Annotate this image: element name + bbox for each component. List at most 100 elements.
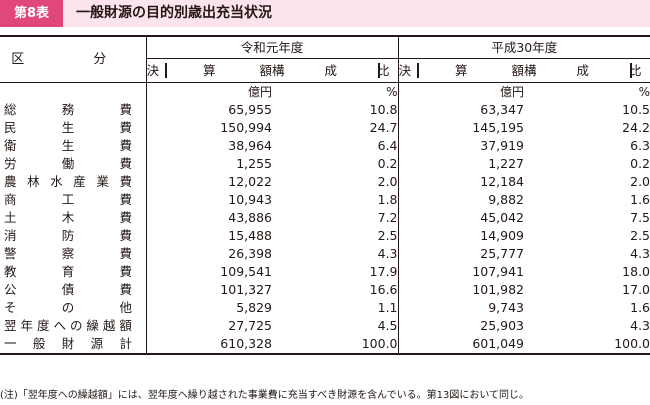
ratio-current-cell: 4.5 bbox=[272, 317, 399, 335]
row-label: 衛生費 bbox=[0, 137, 147, 155]
amount-current-cell: 43,886 bbox=[228, 210, 272, 225]
ratio-previous-cell: 1.6 bbox=[630, 300, 650, 315]
row-label: 警察費 bbox=[0, 245, 147, 263]
amount-current-cell: 26,398 bbox=[228, 246, 272, 261]
ratio-current-cell: 2.5 bbox=[272, 227, 399, 245]
ratio-current-cell: 24.7 bbox=[272, 119, 399, 137]
amount-current-cell: 101,327 bbox=[220, 282, 272, 297]
table-row: 一般財源計 610,328 100.0 601,049 100.0 bbox=[0, 335, 650, 355]
row-label: 土木費 bbox=[0, 209, 147, 227]
table-note: (注)「翌年度への繰越額」には、翌年度へ繰り越された事業費に充当すべき財源を含ん… bbox=[0, 390, 530, 401]
row-label: 総務費 bbox=[0, 101, 147, 119]
unit-amount-current: 億円 bbox=[146, 82, 272, 101]
ratio-current-cell: 17.9 bbox=[272, 263, 399, 281]
expenditure-table: 区 分 令和元年度 平成30年度 決 算 額 構 成 比 決 算 額 構 成 比… bbox=[0, 35, 650, 355]
amount-previous-cell: 25,903 bbox=[480, 318, 525, 333]
ratio-current-cell: 1.1 bbox=[272, 299, 399, 317]
amount-previous-cell: 45,042 bbox=[480, 210, 525, 225]
unit-ratio-previous: % bbox=[524, 82, 650, 101]
amount-header-current: 決 算 額 bbox=[146, 58, 272, 83]
amount-previous-cell: 9,882 bbox=[488, 192, 525, 207]
units-row: 億円 % 億円 % bbox=[0, 82, 650, 101]
amount-current-cell: 15,488 bbox=[228, 228, 272, 243]
row-label: 労働費 bbox=[0, 155, 147, 173]
row-label: 農林水産業費 bbox=[0, 173, 147, 191]
ratio-current-cell: 4.3 bbox=[272, 245, 399, 263]
table-row: 公債費 101,327 16.6 101,982 17.0 bbox=[0, 281, 650, 299]
row-label: 教育費 bbox=[0, 263, 147, 281]
ratio-header-previous: 構 成 比 bbox=[524, 58, 650, 83]
amount-previous-cell: 9,743 bbox=[488, 300, 525, 315]
unit-ratio-current: % bbox=[272, 82, 399, 101]
row-label: 民生費 bbox=[0, 119, 147, 137]
amount-previous-cell: 37,919 bbox=[480, 138, 525, 153]
ratio-previous-cell: 2.5 bbox=[630, 228, 650, 243]
amount-previous-cell: 25,777 bbox=[480, 246, 525, 261]
table-row: 警察費 26,398 4.3 25,777 4.3 bbox=[0, 245, 650, 263]
table-row: 教育費 109,541 17.9 107,941 18.0 bbox=[0, 263, 650, 281]
row-label: 翌年度への繰越額 bbox=[0, 317, 147, 335]
amount-current-cell: 27,725 bbox=[228, 318, 272, 333]
period-previous-header: 平成30年度 bbox=[398, 35, 650, 59]
ratio-previous-cell: 7.5 bbox=[630, 210, 650, 225]
amount-current-cell: 5,829 bbox=[236, 300, 272, 315]
amount-header-previous: 決 算 額 bbox=[398, 58, 525, 83]
table-row: 土木費 43,886 7.2 45,042 7.5 bbox=[0, 209, 650, 227]
amount-previous-cell: 1,227 bbox=[488, 156, 525, 171]
row-label: その他 bbox=[0, 299, 147, 317]
ratio-previous-cell: 17.0 bbox=[622, 282, 650, 297]
amount-current-cell: 65,955 bbox=[228, 102, 272, 117]
category-header: 区 分 bbox=[0, 35, 147, 83]
amount-current-cell: 150,994 bbox=[220, 120, 272, 135]
amount-current-cell: 10,943 bbox=[228, 192, 272, 207]
ratio-previous-cell: 10.5 bbox=[622, 102, 650, 117]
row-label: 一般財源計 bbox=[0, 335, 147, 355]
ratio-previous-cell: 1.6 bbox=[630, 192, 650, 207]
table-row: 農林水産業費 12,022 2.0 12,184 2.0 bbox=[0, 173, 650, 191]
ratio-previous-cell: 24.2 bbox=[622, 120, 650, 135]
amount-current-cell: 38,964 bbox=[228, 138, 272, 153]
ratio-current-cell: 100.0 bbox=[272, 335, 399, 355]
ratio-current-cell: 0.2 bbox=[272, 155, 399, 173]
ratio-previous-cell: 18.0 bbox=[622, 264, 650, 279]
amount-previous-cell: 101,982 bbox=[472, 282, 525, 297]
row-label: 商工費 bbox=[0, 191, 147, 209]
ratio-current-cell: 10.8 bbox=[272, 101, 399, 119]
table-row: 翌年度への繰越額 27,725 4.5 25,903 4.3 bbox=[0, 317, 650, 335]
ratio-current-cell: 7.2 bbox=[272, 209, 399, 227]
ratio-previous-cell: 100.0 bbox=[524, 335, 650, 355]
table-row: 衛生費 38,964 6.4 37,919 6.3 bbox=[0, 137, 650, 155]
ratio-previous-cell: 4.3 bbox=[630, 318, 650, 333]
figure-title-bar bbox=[0, 0, 650, 27]
ratio-current-cell: 6.4 bbox=[272, 137, 399, 155]
amount-current-cell: 109,541 bbox=[220, 264, 272, 279]
table-row: その他 5,829 1.1 9,743 1.6 bbox=[0, 299, 650, 317]
ratio-previous-cell: 2.0 bbox=[630, 174, 650, 189]
amount-previous-cell: 12,184 bbox=[480, 174, 525, 189]
ratio-previous-cell: 4.3 bbox=[630, 246, 650, 261]
ratio-current-cell: 2.0 bbox=[272, 173, 399, 191]
amount-previous-cell: 14,909 bbox=[480, 228, 525, 243]
amount-current-cell: 12,022 bbox=[228, 174, 272, 189]
table-row: 総務費 65,955 10.8 63,347 10.5 bbox=[0, 101, 650, 119]
amount-previous-cell: 145,195 bbox=[472, 120, 525, 135]
amount-previous-cell: 63,347 bbox=[480, 102, 525, 117]
figure-number-badge: 第8表 bbox=[0, 0, 63, 27]
ratio-previous-cell: 6.3 bbox=[630, 138, 650, 153]
amount-current-cell: 610,328 bbox=[146, 335, 272, 355]
unit-amount-previous: 億円 bbox=[398, 82, 525, 101]
table-row: 民生費 150,994 24.7 145,195 24.2 bbox=[0, 119, 650, 137]
table-row: 消防費 15,488 2.5 14,909 2.5 bbox=[0, 227, 650, 245]
amount-previous-cell: 107,941 bbox=[472, 264, 525, 279]
ratio-previous-cell: 0.2 bbox=[630, 156, 650, 171]
row-label: 消防費 bbox=[0, 227, 147, 245]
row-label: 公債費 bbox=[0, 281, 147, 299]
period-current-header: 令和元年度 bbox=[146, 35, 399, 59]
table-row: 労働費 1,255 0.2 1,227 0.2 bbox=[0, 155, 650, 173]
table-row: 商工費 10,943 1.8 9,882 1.6 bbox=[0, 191, 650, 209]
ratio-current-cell: 16.6 bbox=[272, 281, 399, 299]
ratio-header-current: 構 成 比 bbox=[272, 58, 399, 83]
amount-current-cell: 1,255 bbox=[236, 156, 272, 171]
figure-title: 一般財源の目的別歳出充当状況 bbox=[76, 5, 272, 21]
ratio-current-cell: 1.8 bbox=[272, 191, 399, 209]
